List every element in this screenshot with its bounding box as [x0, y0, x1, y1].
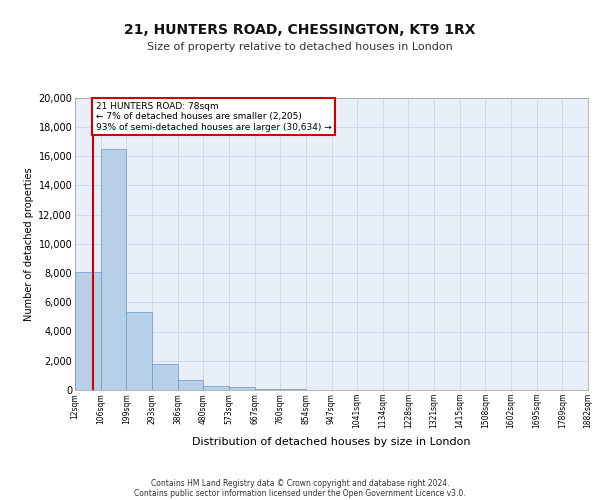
Bar	[254, 388, 280, 390]
Bar	[101, 148, 127, 390]
Y-axis label: Number of detached properties: Number of detached properties	[24, 167, 34, 320]
Bar	[178, 380, 203, 390]
Bar	[203, 386, 229, 390]
Bar	[229, 387, 254, 390]
Text: Contains public sector information licensed under the Open Government Licence v3: Contains public sector information licen…	[134, 488, 466, 498]
Text: Contains HM Land Registry data © Crown copyright and database right 2024.: Contains HM Land Registry data © Crown c…	[151, 478, 449, 488]
Bar	[127, 312, 152, 390]
Text: 21, HUNTERS ROAD, CHESSINGTON, KT9 1RX: 21, HUNTERS ROAD, CHESSINGTON, KT9 1RX	[124, 22, 476, 36]
Bar	[75, 272, 101, 390]
Bar	[152, 364, 178, 390]
Text: 21 HUNTERS ROAD: 78sqm
← 7% of detached houses are smaller (2,205)
93% of semi-d: 21 HUNTERS ROAD: 78sqm ← 7% of detached …	[95, 102, 331, 132]
X-axis label: Distribution of detached houses by size in London: Distribution of detached houses by size …	[192, 436, 471, 446]
Text: Size of property relative to detached houses in London: Size of property relative to detached ho…	[147, 42, 453, 52]
